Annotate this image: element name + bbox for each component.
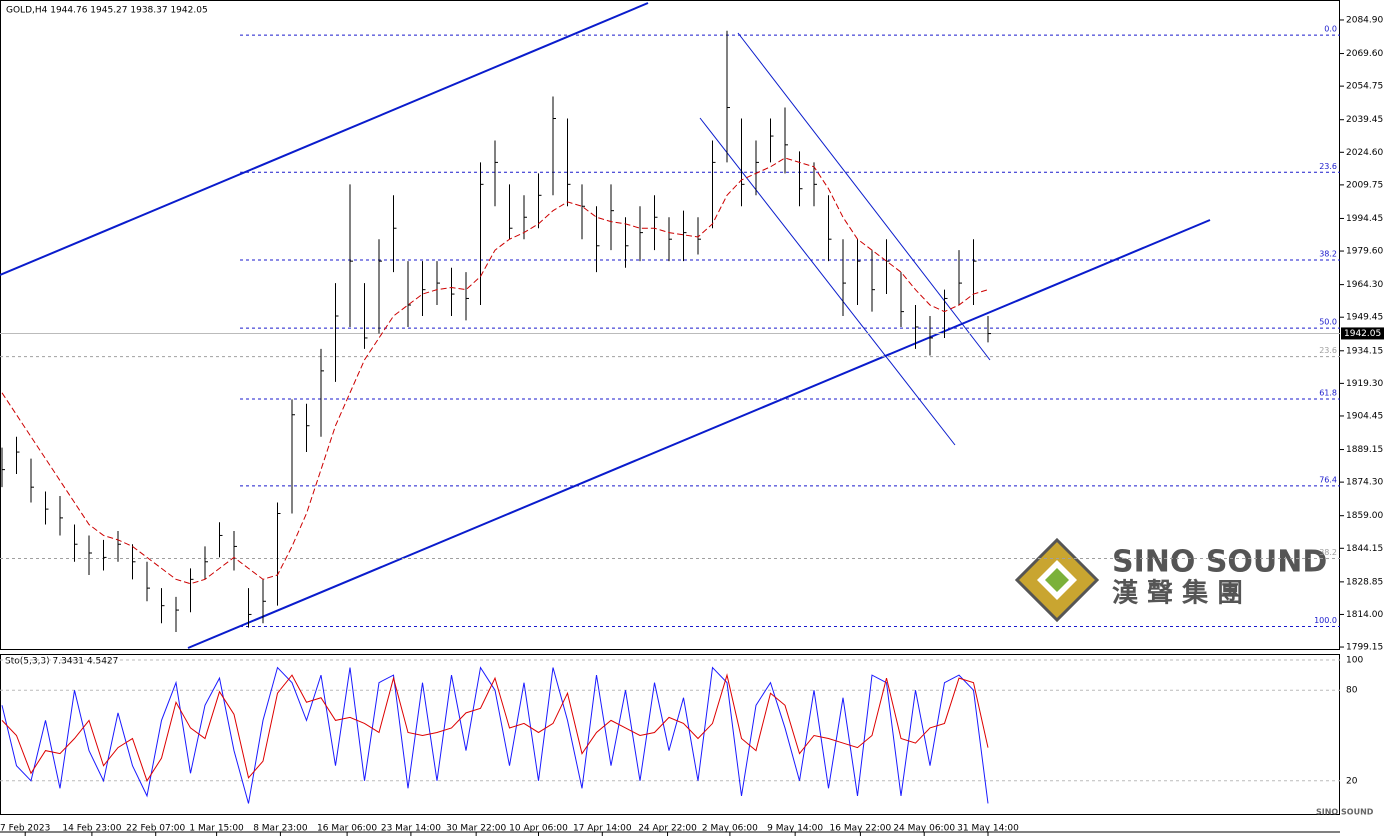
down-line [699, 117, 956, 446]
channel-upper [0, 2, 649, 276]
logo-chinese: 漢 聲 集 團 [1112, 578, 1243, 609]
fib-label: 50.0 [1319, 318, 1337, 327]
fib-label: 0.0 [1324, 25, 1337, 34]
y-tick-label: 1889.15 [1346, 445, 1383, 455]
logo: SINO SOUND 漢 聲 集 團 SINO SOUND [1014, 537, 1374, 817]
fib-label: 100.0 [1314, 616, 1337, 625]
y-tick-label: 2009.75 [1346, 180, 1383, 190]
y-tick-label: 1919.30 [1346, 379, 1383, 389]
stoch-header: Sto(5,3,3) 7.3431 4.5427 [5, 657, 118, 667]
y-tick-label: 2069.60 [1346, 49, 1383, 59]
x-tick-label: 2 May 06:00 [702, 824, 758, 834]
price-frame [0, 0, 1340, 650]
y-tick-label: 1799.15 [1346, 643, 1383, 653]
last-price-label: 1942.05 [1344, 329, 1381, 339]
logo-mark [1045, 568, 1069, 592]
y-tick-label: 1859.00 [1346, 511, 1383, 521]
x-tick-label: 14 Feb 23:00 [62, 824, 121, 834]
x-tick-label: 16 May 22:00 [830, 824, 892, 834]
y-tick-label: 1964.30 [1346, 280, 1383, 290]
y-tick-label: 1979.60 [1346, 247, 1383, 257]
x-tick-label: 23 Mar 14:00 [381, 824, 441, 834]
fib-label: 61.8 [1319, 388, 1337, 397]
y-tick-label: 1844.15 [1346, 544, 1383, 554]
moving-average [1, 157, 989, 585]
x-tick-label: 22 Feb 07:00 [126, 824, 185, 834]
y-tick-label: 80 [1346, 686, 1358, 696]
down-line [737, 32, 991, 361]
y-tick-label: 1904.45 [1346, 411, 1383, 421]
y-tick-label: 20 [1346, 776, 1358, 786]
y-tick-label: 2054.75 [1346, 82, 1383, 92]
y-tick-label: 1934.15 [1346, 346, 1383, 356]
y-tick-label: 1874.30 [1346, 478, 1383, 488]
x-tick-label: 16 Mar 06:00 [317, 824, 377, 834]
logo-name: SINO SOUND [1112, 545, 1327, 580]
fib-label: 76.4 [1319, 475, 1337, 484]
y-tick-label: 2039.45 [1346, 115, 1383, 125]
last-price-box [1341, 327, 1384, 340]
y-tick-label: 1949.45 [1346, 313, 1383, 323]
trendlines [0, 2, 1211, 649]
fib-label: 23.6 [1319, 346, 1337, 355]
x-tick-label: 24 May 06:00 [893, 824, 955, 834]
fib-label: 38.2 [1319, 548, 1337, 557]
chart-header: GOLD,H4 1944.76 1945.27 1938.37 1942.05 [6, 6, 208, 16]
x-tick-label: 1 Mar 15:00 [189, 824, 244, 834]
channel-lower [187, 219, 1211, 649]
x-tick-label: 31 May 14:00 [957, 824, 1019, 834]
y-tick-label: 2024.60 [1346, 148, 1383, 158]
stoch-line [1, 673, 989, 782]
stoch-frame [0, 654, 1340, 815]
x-tick-label: 9 May 14:00 [767, 824, 823, 834]
fib-label: 23.6 [1319, 162, 1337, 171]
y-tick-label: 1828.85 [1346, 577, 1383, 587]
x-tick-label: 8 Mar 23:00 [253, 824, 308, 834]
x-tick-label: 24 Apr 22:00 [638, 824, 697, 834]
y-tick-label: 1814.00 [1346, 610, 1383, 620]
stoch-line [1, 666, 989, 804]
y-tick-label: 2084.90 [1346, 15, 1383, 25]
x-tick-label: 30 Mar 22:00 [446, 824, 506, 834]
x-tick-label: 10 Apr 06:00 [509, 824, 568, 834]
x-tick-label: 7 Feb 2023 [0, 824, 50, 834]
fib-label: 38.2 [1319, 250, 1337, 259]
x-tick-label: 17 Apr 14:00 [573, 824, 632, 834]
logo-small: SINO SOUND [1316, 808, 1374, 817]
y-tick-label: 1994.45 [1346, 214, 1383, 224]
candles [1, 30, 991, 633]
y-tick-label: 100 [1346, 656, 1363, 666]
